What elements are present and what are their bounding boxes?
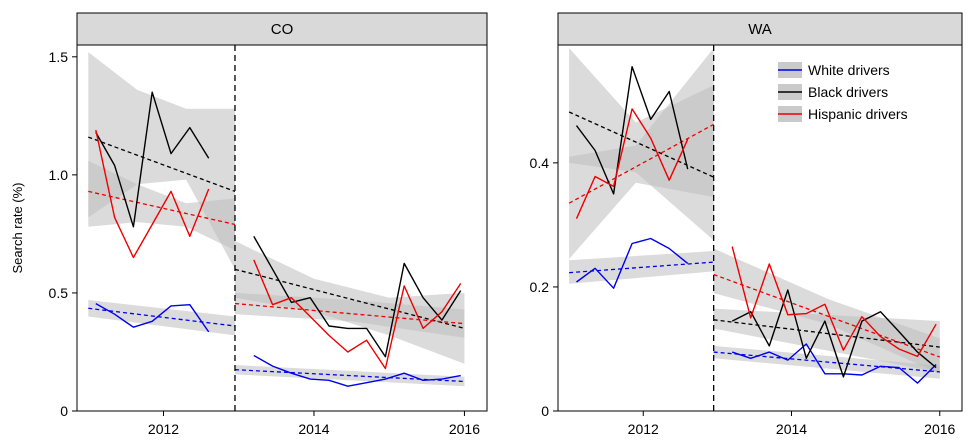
series-line-black-drivers xyxy=(95,91,210,228)
y-tick-label: 1.0 xyxy=(49,167,69,183)
legend-label-white-drivers: White drivers xyxy=(808,62,890,78)
x-tick-label: 2016 xyxy=(449,421,480,437)
panel-co: CO 0 0.5 1.0 1.5 2012 2014 2016 Search rate (%) xyxy=(10,12,488,437)
legend-label-black-drivers: Black drivers xyxy=(808,84,888,100)
trend-line-white-drivers xyxy=(88,307,236,327)
trend-line-black-drivers xyxy=(234,268,465,329)
confidence-band-black-drivers xyxy=(88,52,235,270)
panel-wa: WA 0 0.2 0.4 2012 2014 2016 White drivers Black … xyxy=(530,12,963,437)
panel-strip xyxy=(557,12,963,46)
series-line-white-drivers xyxy=(731,343,937,384)
plot-area xyxy=(88,52,465,387)
y-tick-label: 1.5 xyxy=(49,49,69,65)
y-tick-label: 0 xyxy=(541,403,549,419)
panel-border xyxy=(557,44,963,412)
confidence-band-hispanic-drivers xyxy=(713,248,940,374)
panel-title: CO xyxy=(271,21,294,38)
series-line-white-drivers xyxy=(95,302,210,333)
series-line-hispanic-drivers xyxy=(95,129,210,259)
trend-line-hispanic-drivers xyxy=(713,273,940,358)
trend-line-black-drivers xyxy=(88,136,236,193)
plot-area xyxy=(568,48,940,384)
trend-line-black-drivers xyxy=(568,111,714,178)
confidence-band-hispanic-drivers xyxy=(88,160,235,251)
confidence-band-hispanic-drivers xyxy=(235,292,465,338)
panel-title: WA xyxy=(748,21,772,38)
panel-border xyxy=(76,44,488,412)
panel-strip xyxy=(76,12,488,46)
y-tick-label: 0.5 xyxy=(49,285,69,301)
series-line-hispanic-drivers xyxy=(731,246,937,358)
x-tick-label: 2016 xyxy=(924,421,955,437)
series-line-black-drivers xyxy=(253,235,462,358)
legend-label-hispanic-drivers: Hispanic drivers xyxy=(808,106,908,122)
chart-panels: CO 0 0.5 1.0 1.5 2012 2014 2016 Search rate (%) W… xyxy=(10,12,963,437)
series-line-hispanic-drivers xyxy=(575,108,689,219)
legend: White drivers Black drivers Hispanic drive… xyxy=(778,62,908,122)
series-line-black-drivers xyxy=(575,65,689,195)
series-line-hispanic-drivers xyxy=(253,259,462,370)
x-tick-label: 2014 xyxy=(776,421,807,437)
trend-line-hispanic-drivers xyxy=(234,302,465,325)
x-tick-label: 2012 xyxy=(148,421,179,437)
trend-line-black-drivers xyxy=(713,319,940,348)
y-tick-label: 0 xyxy=(60,403,68,419)
x-tick-label: 2014 xyxy=(298,421,329,437)
series-line-black-drivers xyxy=(731,289,937,378)
y-tick-label: 0.4 xyxy=(530,155,550,171)
trend-line-white-drivers xyxy=(569,261,714,274)
trend-line-white-drivers xyxy=(713,351,940,373)
series-line-white-drivers xyxy=(253,354,461,387)
confidence-band-hispanic-drivers xyxy=(569,48,714,259)
y-axis-label: Search rate (%) xyxy=(10,182,25,273)
x-tick-label: 2012 xyxy=(628,421,659,437)
series-line-white-drivers xyxy=(576,237,689,289)
y-tick-label: 0.2 xyxy=(530,279,550,295)
